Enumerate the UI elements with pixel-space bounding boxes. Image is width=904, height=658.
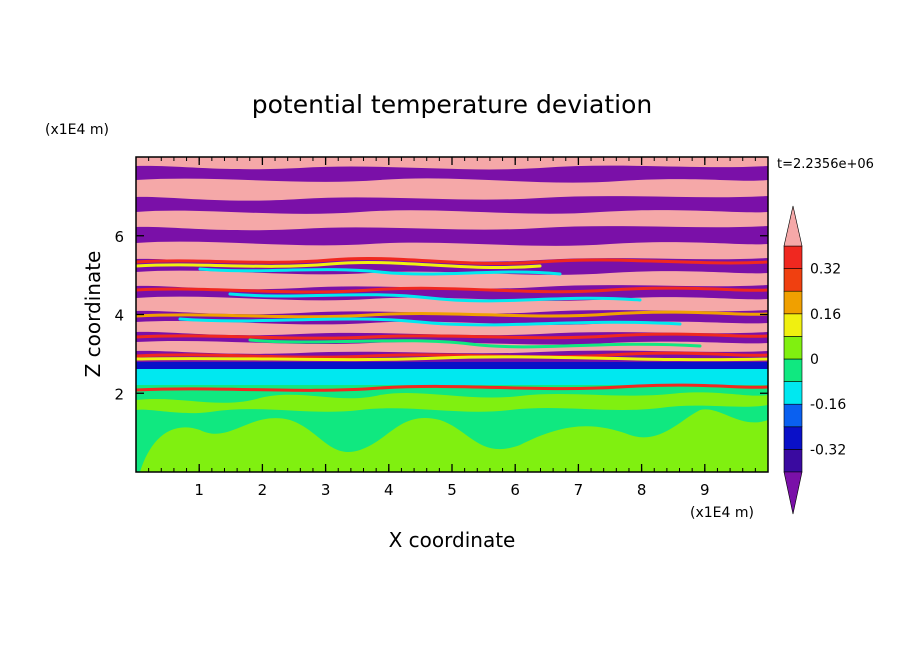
y-tick-label: 2 [114,385,124,403]
colorbar-swatch [783,426,803,450]
colorbar-max-arrow [783,205,803,247]
colorbar: 0.32 0.16 0 -0.16 -0.32 [783,205,846,515]
chart-title: potential temperature deviation [252,90,652,119]
colorbar-swatch [783,245,803,269]
y-tick-label: 4 [114,307,124,325]
colorbar-swatch [783,313,803,337]
time-label: t=2.2356e+06 [777,157,874,172]
colorbar-swatch [783,290,803,315]
x-tick-label: 5 [447,481,457,499]
colorbar-label: 0.32 [810,262,841,278]
colorbar-swatch [783,336,803,360]
colorbar-swatch [783,449,803,473]
x-axis-ticks: 1 2 3 4 5 6 7 8 9 [194,157,710,499]
y-unit-label: (x1E4 m) [45,122,109,138]
colorbar-label: -0.16 [810,397,846,413]
x-tick-label: 7 [574,481,584,499]
heatmap-field [136,157,768,472]
x-tick-label: 1 [194,481,204,499]
field-lime-patches [140,409,768,472]
colorbar-swatch [783,403,803,428]
colorbar-swatch [783,268,803,292]
field-cyan-band [136,368,768,385]
x-tick-label: 4 [384,481,394,499]
x-tick-label: 9 [700,481,710,499]
x-unit-label: (x1E4 m) [690,505,754,521]
colorbar-label: 0.16 [810,307,841,323]
y-axis-label: Z coordinate [81,251,105,378]
y-axis-ticks: 2 4 6 [114,228,768,403]
x-tick-label: 8 [637,481,647,499]
colorbar-label: -0.32 [810,442,846,458]
field-blue-band [136,362,768,369]
x-axis-label: X coordinate [389,528,516,552]
colorbar-min-arrow [783,471,803,515]
colorbar-label: 0 [810,352,819,368]
x-tick-label: 6 [510,481,520,499]
field-gradient-streaks [136,256,768,392]
field-pink-layers [136,157,768,354]
x-tick-label: 3 [321,481,331,499]
x-tick-label: 2 [258,481,268,499]
y-tick-label: 6 [114,228,124,246]
colorbar-swatch [783,381,803,405]
field-lime-upper [136,392,768,414]
colorbar-swatch [783,358,803,382]
